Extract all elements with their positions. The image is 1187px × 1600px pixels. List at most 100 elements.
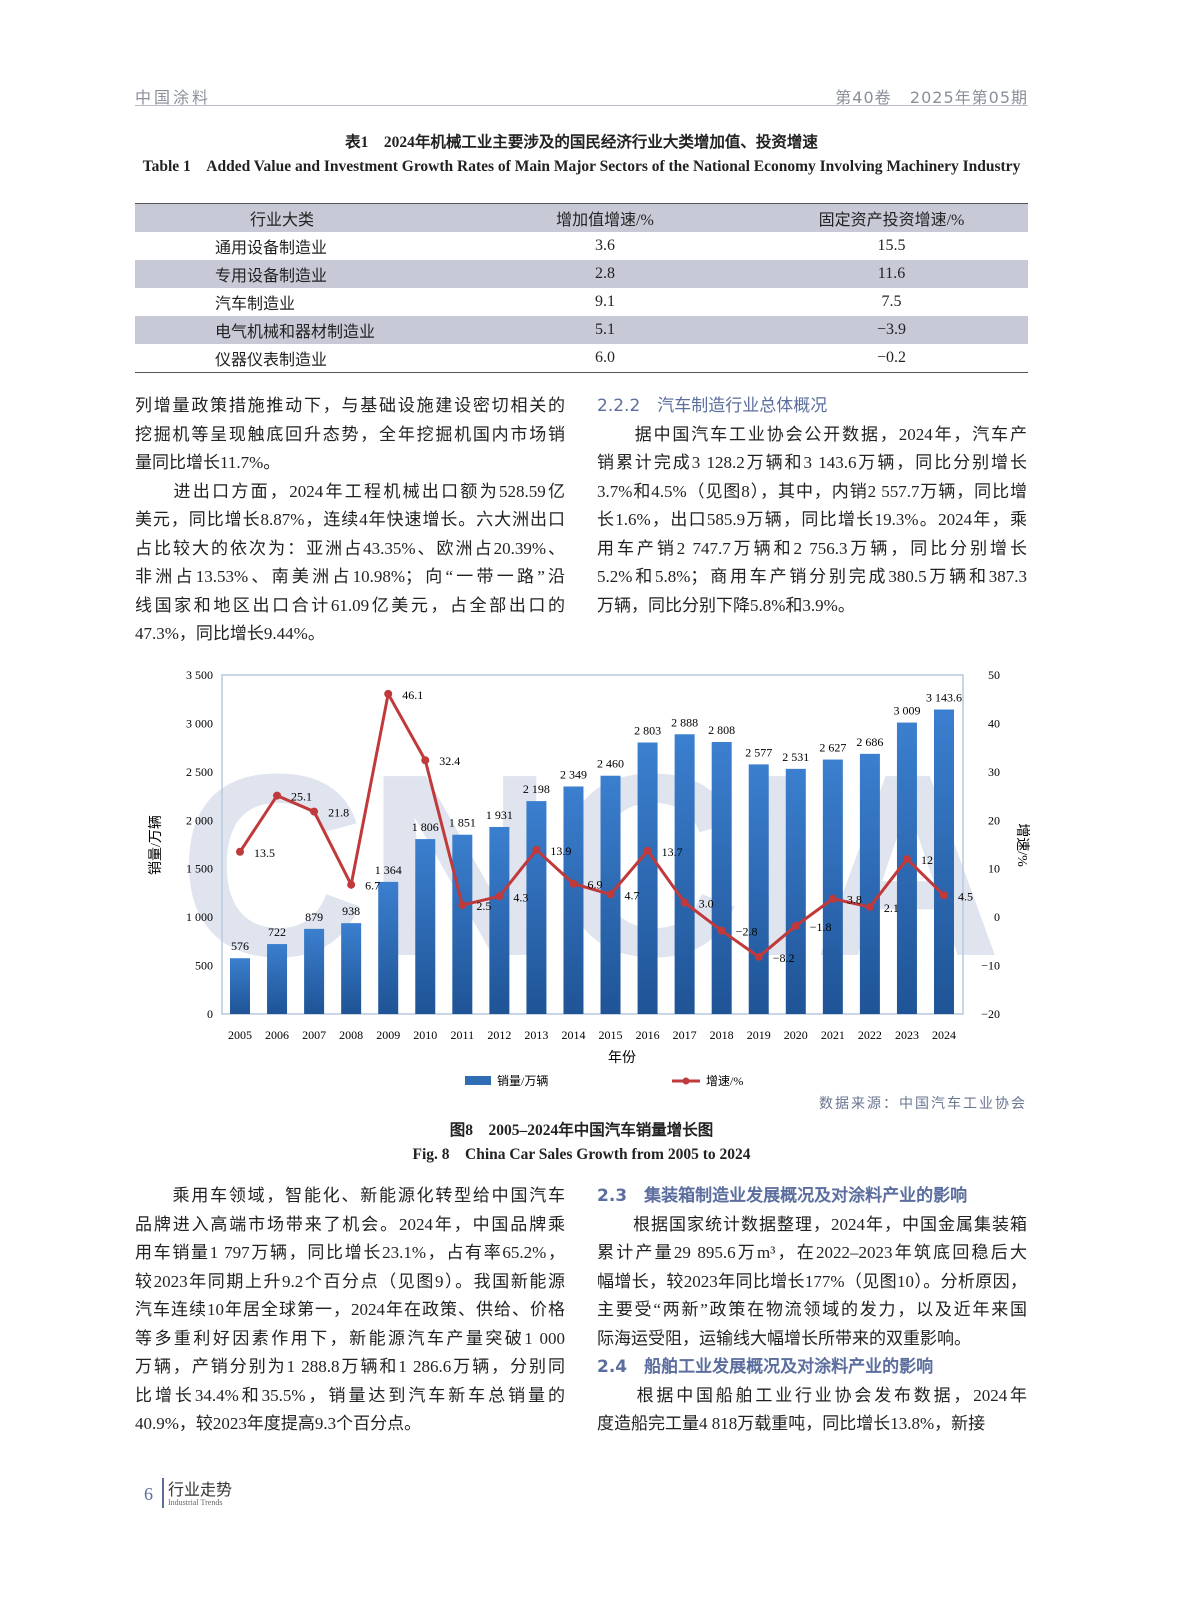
legend-line-marker xyxy=(682,1077,690,1085)
bar-2013 xyxy=(526,801,547,1014)
bar-2021 xyxy=(822,759,843,1014)
footer-divider xyxy=(162,1478,164,1508)
issue-info: 第40卷 2025年第05期 xyxy=(835,88,1028,107)
x-tick-label: 2022 xyxy=(858,1028,882,1042)
y2-axis-label: 增速/% xyxy=(1014,823,1030,867)
y-axis-label: 销量/万辆 xyxy=(148,815,164,875)
text-line: 线国家和地区出口合计61.09亿美元，占全部出口的 xyxy=(135,595,565,615)
section-heading: 2.4 船舶工业发展概况及对涂料产业的影响 xyxy=(597,1357,934,1377)
growth-point-2017 xyxy=(680,898,689,907)
y-tick-label: 3 000 xyxy=(186,716,213,730)
growth-point-2015 xyxy=(606,890,615,899)
table-header-row: 行业大类 增加值增速/% 固定资产投资增速/% xyxy=(135,203,1028,232)
text-line: 据中国汽车工业协会公开数据，2024年，汽车产 xyxy=(597,424,1027,444)
bar-value-label: 2 686 xyxy=(856,735,883,749)
paragraph: 进出口方面，2024年工程机械出口额为528.59亿 美元，同比增长8.87%，连… xyxy=(135,478,565,649)
bar-value-label: 2 627 xyxy=(819,741,846,755)
y2-tick-label: 20 xyxy=(988,813,1000,827)
y2-tick-label: 40 xyxy=(988,716,1000,730)
growth-point-2021 xyxy=(828,894,837,903)
bar-2007 xyxy=(304,928,325,1014)
growth-value-label: 3.8 xyxy=(847,893,862,907)
y-tick-label: 1 000 xyxy=(186,910,213,924)
growth-point-2022 xyxy=(865,902,874,911)
x-tick-label: 2023 xyxy=(895,1028,919,1042)
growth-value-label: 4.3 xyxy=(513,890,528,904)
bar-value-label: 3 009 xyxy=(893,704,920,718)
table-row: 电气机械和器材制造业 5.1 −3.9 xyxy=(135,316,1028,344)
bar-2016 xyxy=(637,742,658,1014)
growth-point-2014 xyxy=(569,879,578,888)
growth-value-label: 2.1 xyxy=(884,901,899,915)
growth-value-label: 25.1 xyxy=(291,790,312,804)
growth-point-2013 xyxy=(532,845,541,854)
text-line: 5.2%和5.8%；商用车产销分别完成380.5万辆和387.3 xyxy=(597,567,1027,586)
text-line: 品牌进入高端市场带来了机会。2024年，中国品牌乘 xyxy=(135,1214,565,1234)
column-header: 固定资产投资增速/% xyxy=(818,212,965,229)
paragraph: 列增量政策措施推动下，与基础设施建设密切相关的 挖掘机等呈现触底回升态势，全年挖掘… xyxy=(135,392,565,478)
bar-2022 xyxy=(859,753,880,1014)
x-tick-label: 2013 xyxy=(524,1028,548,1042)
table-cell: 6.0 xyxy=(595,349,615,366)
x-tick-label: 2005 xyxy=(228,1028,252,1042)
bar-2014 xyxy=(563,786,584,1014)
x-tick-label: 2008 xyxy=(339,1028,363,1042)
text-line: 挖掘机等呈现触底回升态势，全年挖掘机国内市场销 xyxy=(135,424,565,444)
bar-2019 xyxy=(748,764,769,1014)
table-cell: 9.1 xyxy=(595,293,615,310)
growth-value-label: 21.8 xyxy=(328,806,349,820)
growth-point-2024 xyxy=(940,891,948,900)
legend-label-sales: 销量/万辆 xyxy=(497,1074,548,1088)
x-tick-label: 2021 xyxy=(821,1028,845,1042)
bar-value-label: 1 851 xyxy=(449,816,476,830)
footer-section-en: Industrial Trends xyxy=(168,1498,223,1507)
growth-value-label: 13.9 xyxy=(550,844,571,858)
text-line: 3.7%和4.5%（见图8），其中，内销2 557.7万辆，同比增 xyxy=(597,481,1027,501)
bar-value-label: 2 460 xyxy=(597,757,624,771)
growth-value-label: 13.5 xyxy=(254,846,275,860)
bar-2011 xyxy=(452,834,473,1014)
paragraph: 据中国汽车工业协会公开数据，2024年，汽车产 销累计完成3 128.2万辆和3 … xyxy=(597,421,1027,621)
text-line: 万辆，同比分别下降5.8%和3.9%。 xyxy=(597,595,855,615)
growth-point-2009 xyxy=(384,689,393,698)
section-heading: 2.3 集装箱制造业发展概况及对涂料产业的影响 xyxy=(597,1186,968,1206)
column-header: 行业大类 xyxy=(250,212,315,229)
bar-value-label: 3 143.6 xyxy=(926,691,962,705)
text-line: 度造船完工量4 818万载重吨，同比增长13.8%，新接 xyxy=(597,1414,986,1433)
growth-line xyxy=(238,689,946,959)
header-divider xyxy=(135,105,1028,106)
bar-2005 xyxy=(230,958,250,1014)
x-tick-label: 2015 xyxy=(599,1028,623,1042)
bar-value-label: 2 808 xyxy=(708,723,735,737)
growth-point-2007 xyxy=(310,807,319,816)
text-line: 用车销量1 797万辆，同比增长23.1%，占有率65.2%， xyxy=(135,1243,565,1262)
footer-section: 行业走势 xyxy=(168,1480,233,1499)
growth-value-label: 13.7 xyxy=(662,845,683,859)
text-line: 较2023年同期上升9.2个百分点（见图9）。我国新能源 xyxy=(135,1271,565,1291)
plot-frame xyxy=(221,674,964,1015)
growth-point-2005 xyxy=(236,847,244,856)
bar-value-label: 1 364 xyxy=(375,863,402,877)
x-tick-label: 2010 xyxy=(413,1028,437,1042)
growth-point-2010 xyxy=(421,756,430,765)
growth-point-2011 xyxy=(458,901,467,910)
text-line: 销累计完成3 128.2万辆和3 143.6万辆，同比分别增长 xyxy=(597,453,1027,472)
growth-value-label: 2.5 xyxy=(476,899,491,913)
y-tick-label: 1 500 xyxy=(186,862,213,876)
lower-left-column: 乘用车领域，智能化、新能源化转型给中国汽车 品牌进入高端市场带来了机会。2024年… xyxy=(135,1182,565,1439)
lower-right-column: 2.3 集装箱制造业发展概况及对涂料产业的影响 根据国家统计数据整理，2024年… xyxy=(597,1182,1027,1439)
table-cell: 2.8 xyxy=(595,265,615,282)
bar-2010 xyxy=(415,839,436,1014)
growth-point-2020 xyxy=(791,921,800,930)
growth-value-label: 12 xyxy=(921,853,933,867)
bar-value-label: 2 349 xyxy=(560,767,587,781)
figure-caption-cn: 图8 2005–2024年中国汽车销量增长图 xyxy=(449,1122,714,1139)
text-line: 47.3%，同比增长9.44%。 xyxy=(135,624,325,643)
table-cell: 汽车制造业 xyxy=(215,296,296,313)
bar-value-label: 2 803 xyxy=(634,724,661,738)
text-line: 列增量政策措施推动下，与基础设施建设密切相关的 xyxy=(135,396,565,415)
bar-value-label: 1 806 xyxy=(412,820,439,834)
bar-2020 xyxy=(785,768,806,1014)
text-line: 比增长34.4%和35.5%，销量达到汽车新车总销量的 xyxy=(135,1385,565,1405)
table-cell: 电气机械和器材制造业 xyxy=(215,324,376,341)
